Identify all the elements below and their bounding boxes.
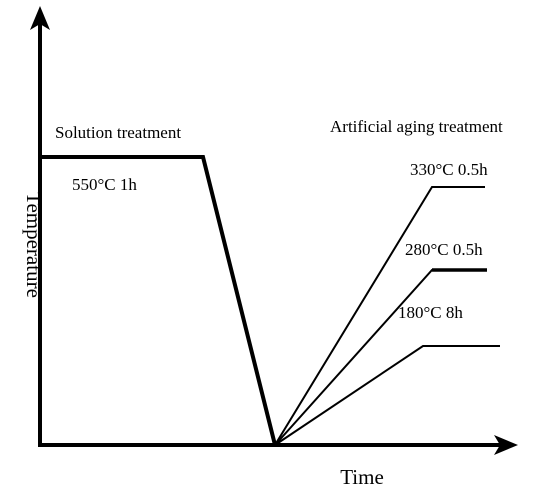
- y-label: Temperature: [22, 192, 46, 298]
- x-label: Time: [340, 465, 384, 489]
- aging-condition: 280°C 0.5h: [405, 240, 483, 259]
- y-arrow: [30, 6, 50, 30]
- aging-condition: 180°C 8h: [398, 303, 463, 322]
- solution-condition: 550°C 1h: [72, 175, 137, 194]
- aging-title: Artificial aging treatment: [330, 117, 503, 136]
- aging-path: [274, 269, 487, 446]
- axes: [38, 20, 507, 447]
- solution-path: [40, 155, 277, 446]
- solution-title: Solution treatment: [55, 123, 181, 142]
- x-arrow: [494, 435, 518, 455]
- aging-path: [274, 186, 485, 446]
- aging-condition: 330°C 0.5h: [410, 160, 488, 179]
- aging-path: [274, 345, 500, 446]
